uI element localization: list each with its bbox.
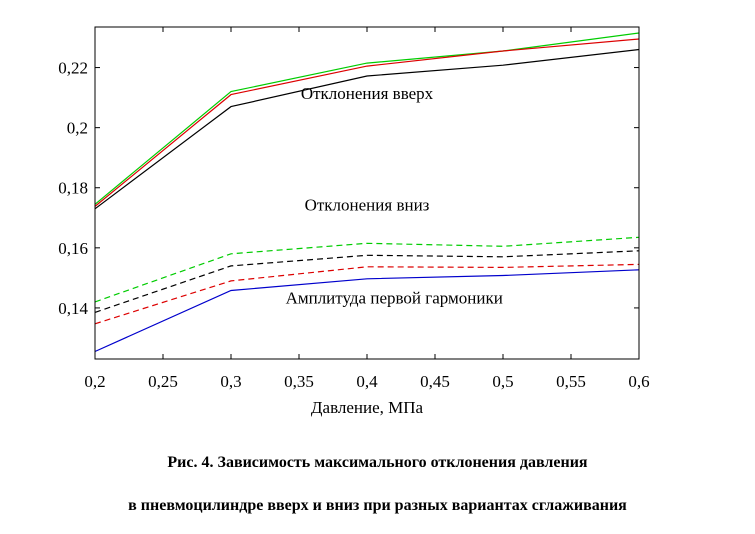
figure-caption-line-2: в пневмоцилиндре вверх и вниз при разных…	[128, 497, 627, 514]
x-tick-label: 0,25	[148, 372, 178, 391]
series-line-3	[94, 48, 640, 210]
x-tick-label: 0,5	[492, 372, 513, 391]
y-tick-label: 0,14	[58, 299, 88, 318]
series-line-5	[94, 250, 640, 313]
tick-layer: 0,2 0,25 0,3 0,35 0,4 0,45 0,5 0,55 0,6 0,14 0,16 0…	[58, 27, 650, 391]
x-tick-label: 0,2	[84, 372, 105, 391]
y-tick-label: 0,22	[58, 59, 88, 78]
figure-caption-line-1: Рис. 4. Зависимость максимального отклон…	[167, 454, 588, 471]
x-tick-label: 0,35	[284, 372, 314, 391]
chart-annotation: Отклонения вверх	[301, 84, 434, 103]
x-axis-label: Давление, МПа	[311, 398, 424, 417]
chart-annotation: Отклонения вниз	[305, 195, 430, 214]
series-line-4	[94, 236, 640, 303]
y-tick-label: 0,16	[58, 239, 88, 258]
series-line-1	[94, 32, 640, 205]
y-tick-label: 0,2	[67, 119, 88, 138]
annotation-layer: Отклонения вверх Отклонения вниз Амплитуда…	[286, 84, 503, 307]
y-tick-label: 0,18	[58, 179, 88, 198]
x-tick-label: 0,45	[420, 372, 450, 391]
x-tick-label: 0,3	[220, 372, 241, 391]
series-line-2	[94, 38, 640, 207]
line-chart: 0,2 0,25 0,3 0,35 0,4 0,45 0,5 0,55 0,6 0,14 0,16 0…	[58, 26, 650, 417]
x-tick-label: 0,4	[356, 372, 378, 391]
chart-annotation: Амплитуда первой гармоники	[286, 288, 503, 307]
series-line-7	[94, 269, 640, 353]
series-line-6	[94, 263, 640, 325]
series-layer	[94, 32, 640, 353]
plot-frame	[94, 26, 640, 360]
x-tick-label: 0,55	[556, 372, 586, 391]
x-tick-label: 0,6	[628, 372, 649, 391]
